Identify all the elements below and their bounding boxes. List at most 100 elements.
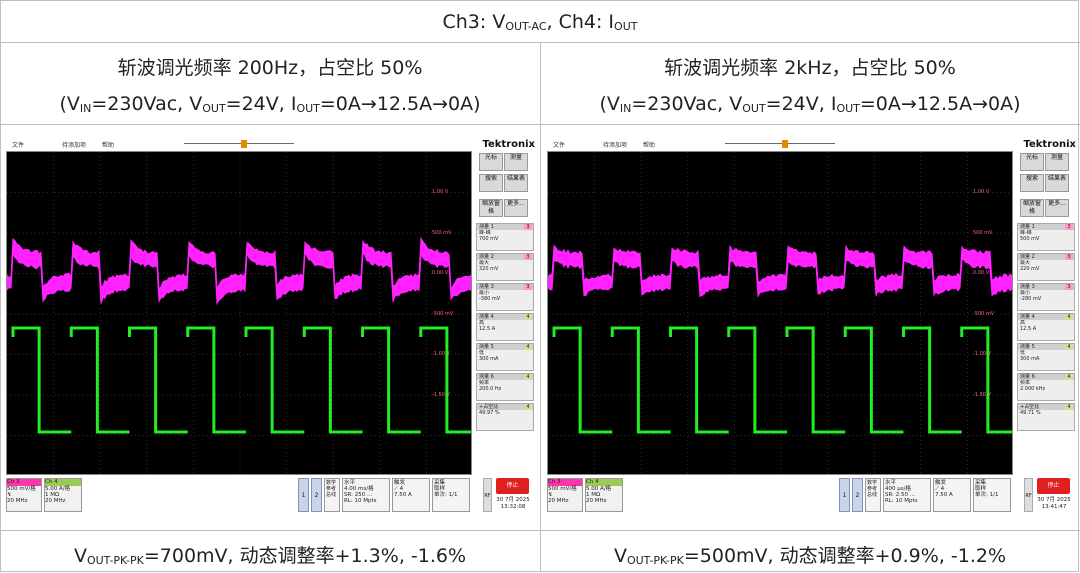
run-stop-button[interactable]: 停止 (1037, 478, 1070, 494)
channel-tag: 3 (1065, 254, 1073, 260)
ch4-badge[interactable]: Ch 4 5.00 A/格 1 MΩ 20 MHz (44, 478, 82, 512)
side-button[interactable]: 测量 (1045, 153, 1069, 171)
side-button[interactable]: 结果表 (504, 174, 528, 192)
side-button[interactable]: 光标 (1020, 153, 1044, 171)
add-channel-2-button[interactable]: 2 (852, 478, 863, 512)
measurement-badge[interactable]: 测量 1 3 峰-峰 500 mV (1017, 223, 1075, 251)
run-stop-button[interactable]: 停止 (496, 478, 529, 494)
panel-title-right: 斩波调光频率 2kHz，占空比 50% (540, 53, 1080, 80)
voltage-scale-label: -1.00 V (432, 351, 450, 357)
rf-button[interactable]: RF (1024, 478, 1033, 512)
add-channel-1-button[interactable]: 1 (839, 478, 850, 512)
waveform-display[interactable] (547, 151, 1013, 475)
acquisition-badge[interactable]: 采集 取样 单次: 1/1 (973, 478, 1011, 512)
math-ref-bus-button[interactable]: 数学 参考 总线 (324, 478, 340, 512)
voltage-scale-label: -1.50 V (973, 392, 991, 398)
side-button[interactable]: 更多... (1045, 199, 1069, 217)
conditions-right: (VIN=230Vac, VOUT=24V, IOUT=0A→12.5A→0A) (540, 93, 1080, 115)
ch4-badge[interactable]: Ch 4 5.00 A/格 1 MΩ 20 MHz (585, 478, 623, 512)
record-bar (725, 143, 835, 144)
horizontal-badge[interactable]: 水平 400 µs/格 SR: 2.50 ... RL: 10 Mpts (883, 478, 931, 512)
rf-button[interactable]: RF (483, 478, 492, 512)
panel-title-left: 斩波调光频率 200Hz，占空比 50% (0, 53, 540, 80)
side-button[interactable]: 光标 (479, 153, 503, 171)
channel-tag: 4 (524, 344, 532, 350)
side-button[interactable]: 结果表 (1045, 174, 1069, 192)
header-caption: Ch3: VOUT-AC, Ch4: IOUT (0, 11, 1080, 33)
side-button[interactable]: 缩放窗格 (1020, 199, 1044, 217)
side-button[interactable]: 搜索 (479, 174, 503, 192)
channel-tag: 4 (1065, 374, 1073, 380)
channel-tag: 4 (524, 314, 532, 320)
side-button[interactable]: 搜索 (1020, 174, 1044, 192)
channel-tag: 4 (524, 404, 532, 410)
measurement-badge[interactable]: 测量 6 4 频率 200.0 Hz (476, 373, 534, 401)
measurement-label: 49.97 % (479, 410, 533, 416)
result-left: VOUT-PK-PK=700mV, 动态调整率+1.3%, -1.6% (0, 541, 540, 568)
side-panel: 光标 测量 搜索 结果表 缩放窗格 更多... 测量 1 3 峰-峰 700 mV 测量 2 3 最大 3… (476, 151, 535, 475)
voltage-scale-label: 1.00 V (432, 189, 448, 195)
waveform-display[interactable] (6, 151, 472, 475)
trigger-badge[interactable]: 触发 ⟋ 4 7.50 A (392, 478, 430, 512)
voltage-scale-label: 1.00 V (973, 189, 989, 195)
menu-item[interactable]: 帮助 (643, 140, 655, 149)
measurement-value: 12.5 A (1020, 326, 1074, 332)
menu-item[interactable]: 待添加项 (603, 140, 627, 149)
measurement-badge[interactable]: 测量 3 3 最小 -380 mV (476, 283, 534, 311)
add-channel-2-button[interactable]: 2 (311, 478, 322, 512)
channel-tag: 3 (524, 254, 532, 260)
scope-screenshot-right: 文件 待添加项 帮助 Tektronix 1.00 V 500 mV 0.00 V -500 … (545, 136, 1078, 519)
voltage-scale-label: -500 mV (973, 311, 994, 317)
voltage-scale-label: 0.00 V (973, 270, 989, 276)
channel-tag: 3 (1065, 224, 1073, 230)
voltage-scale-label: 500 mV (432, 230, 451, 236)
measurement-value: 300 mA (1020, 356, 1074, 362)
bottom-bar: Ch 3 500 mV/格 ↯ 20 MHz Ch 4 5.00 A/格 1 MΩ 20 MH… (547, 478, 1076, 516)
add-channel-1-button[interactable]: 1 (298, 478, 309, 512)
side-button[interactable]: 更多... (504, 199, 528, 217)
scope-screenshot-left: 文件 待添加项 帮助 Tektronix 1.00 V 500 mV 0.00 V -500 … (4, 136, 537, 519)
measurement-badge[interactable]: 测量 1 3 峰-峰 700 mV (476, 223, 534, 251)
trigger-badge[interactable]: 触发 ⟋ 4 7.50 A (933, 478, 971, 512)
acquisition-badge[interactable]: 采集 取样 单次: 1/1 (432, 478, 470, 512)
measurement-badge[interactable]: 测量 2 3 最大 220 mV (1017, 253, 1075, 281)
measurement-badge[interactable]: 测量 2 3 最大 320 mV (476, 253, 534, 281)
ch3-voltage-waveform (548, 246, 1013, 297)
trigger-position-marker[interactable] (241, 140, 247, 148)
tektronix-logo: Tektronix (1023, 139, 1076, 150)
channel-tag: 3 (524, 224, 532, 230)
measurement-badge[interactable]: 测量 6 4 频率 2.000 kHz (1017, 373, 1075, 401)
channel-tag: 4 (1065, 404, 1073, 410)
date-time: 30 7月 2025 13:32:08 (492, 497, 534, 511)
measurement-badge[interactable]: +占空比 4 49.97 % (476, 403, 534, 431)
voltage-scale-label: 0.00 V (432, 270, 448, 276)
divider (540, 42, 541, 572)
measurement-badge[interactable]: 测量 3 3 最小 -280 mV (1017, 283, 1075, 311)
trigger-position-marker[interactable] (782, 140, 788, 148)
menu-item[interactable]: 待添加项 (62, 140, 86, 149)
voltage-scale-label: 500 mV (973, 230, 992, 236)
ch3-badge[interactable]: Ch 3 500 mV/格 ↯ 20 MHz (547, 478, 583, 512)
date-time: 30 7月 2025 13:41:47 (1033, 497, 1075, 511)
menu-item[interactable]: 文件 (12, 140, 24, 149)
measurement-badge[interactable]: 测量 5 4 低 300 mA (476, 343, 534, 371)
measurement-value: 700 mV (479, 236, 533, 242)
ch3-voltage-waveform (7, 238, 472, 303)
side-panel: 光标 测量 搜索 结果表 缩放窗格 更多... 测量 1 3 峰-峰 500 mV 测量 2 3 最大 2… (1017, 151, 1076, 475)
menu-item[interactable]: 文件 (553, 140, 565, 149)
measurement-badge[interactable]: 测量 4 4 高 12.5 A (1017, 313, 1075, 341)
ch3-badge[interactable]: Ch 3 500 mV/格 ↯ 20 MHz (6, 478, 42, 512)
channel-tag: 3 (524, 284, 532, 290)
measurement-badge[interactable]: +占空比 4 49.71 % (1017, 403, 1075, 431)
side-button[interactable]: 测量 (504, 153, 528, 171)
menu-item[interactable]: 帮助 (102, 140, 114, 149)
measurement-value: 320 mV (479, 266, 533, 272)
measurement-badge[interactable]: 测量 4 4 高 12.5 A (476, 313, 534, 341)
measurement-badge[interactable]: 测量 5 4 低 300 mA (1017, 343, 1075, 371)
horizontal-badge[interactable]: 水平 4.00 ms/格 SR: 250 ... RL: 10 Mpts (342, 478, 390, 512)
math-ref-bus-button[interactable]: 数学 参考 总线 (865, 478, 881, 512)
side-button[interactable]: 缩放窗格 (479, 199, 503, 217)
ch4-current-waveform (13, 328, 472, 432)
channel-tag: 4 (1065, 314, 1073, 320)
voltage-scale-label: -1.50 V (432, 392, 450, 398)
